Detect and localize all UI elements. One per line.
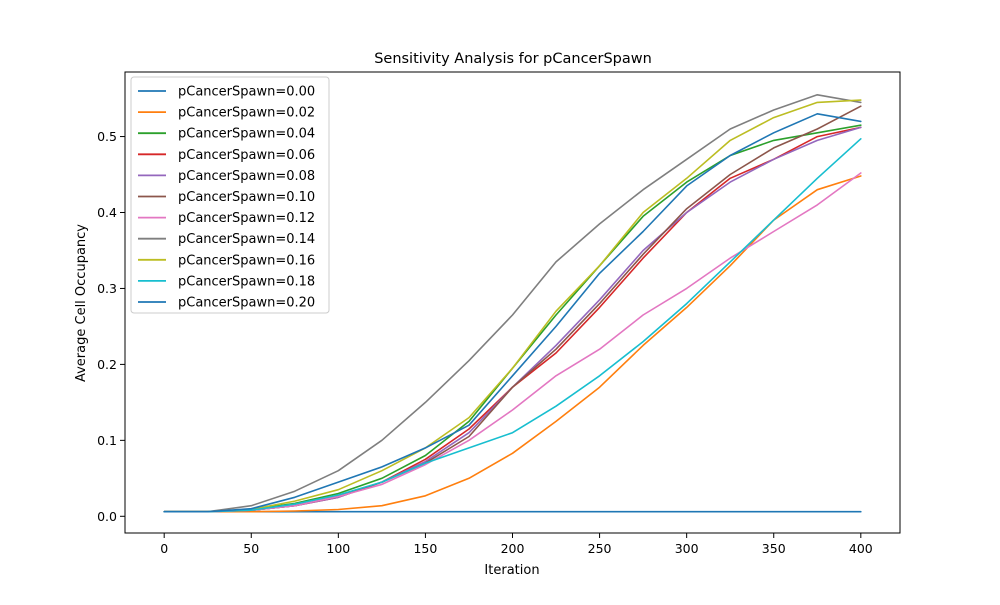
legend-label-6: pCancerSpawn=0.12 bbox=[178, 211, 315, 226]
legend-label-3: pCancerSpawn=0.06 bbox=[178, 148, 315, 163]
legend-box bbox=[130, 76, 330, 314]
y-axis: 0.0 0.1 0.2 0.3 0.4 0.5 bbox=[97, 129, 125, 524]
x-tick-label: 300 bbox=[675, 541, 699, 556]
x-tick-label: 200 bbox=[501, 541, 525, 556]
x-tick-label: 0 bbox=[160, 541, 168, 556]
legend-label-0: pCancerSpawn=0.00 bbox=[178, 85, 315, 100]
legend-label-7: pCancerSpawn=0.14 bbox=[178, 232, 315, 247]
series-line-10 bbox=[163, 113, 862, 513]
x-tick-label: 100 bbox=[326, 541, 350, 556]
y-axis-label: Average Cell Occupancy bbox=[74, 224, 89, 382]
series-line-6 bbox=[163, 172, 862, 513]
x-axis-label: Iteration bbox=[484, 563, 539, 578]
x-tick-label: 50 bbox=[243, 541, 259, 556]
legend-label-4: pCancerSpawn=0.08 bbox=[178, 169, 315, 184]
legend-label-2: pCancerSpawn=0.04 bbox=[178, 127, 315, 142]
y-tick-label: 0.0 bbox=[97, 509, 117, 524]
chart-title: Sensitivity Analysis for pCancerSpawn bbox=[374, 51, 652, 67]
legend: pCancerSpawn=0.00 pCancerSpawn=0.02 pCance… bbox=[130, 76, 330, 314]
series-layer bbox=[163, 94, 862, 513]
series-line-8 bbox=[163, 99, 862, 513]
x-tick-label: 400 bbox=[849, 541, 873, 556]
y-tick-label: 0.4 bbox=[97, 205, 117, 220]
series-line-1 bbox=[163, 175, 862, 513]
legend-label-1: pCancerSpawn=0.02 bbox=[178, 106, 315, 121]
y-tick-label: 0.2 bbox=[97, 357, 117, 372]
y-tick-label: 0.3 bbox=[97, 281, 117, 296]
legend-entries: pCancerSpawn=0.00 pCancerSpawn=0.02 pCance… bbox=[138, 85, 315, 311]
y-tick-label: 0.5 bbox=[97, 129, 117, 144]
x-tick-label: 150 bbox=[413, 541, 437, 556]
legend-label-10: pCancerSpawn=0.20 bbox=[178, 296, 315, 311]
legend-label-8: pCancerSpawn=0.16 bbox=[178, 253, 315, 268]
series-line-9 bbox=[163, 138, 862, 513]
y-tick-label: 0.1 bbox=[97, 433, 117, 448]
x-tick-label: 250 bbox=[588, 541, 612, 556]
x-tick-label: 350 bbox=[762, 541, 786, 556]
series-line-7 bbox=[163, 94, 862, 513]
legend-label-9: pCancerSpawn=0.18 bbox=[178, 274, 315, 289]
x-axis: 0 50 100 150 200 250 300 350 400 bbox=[160, 533, 873, 556]
legend-label-5: pCancerSpawn=0.10 bbox=[178, 190, 315, 205]
